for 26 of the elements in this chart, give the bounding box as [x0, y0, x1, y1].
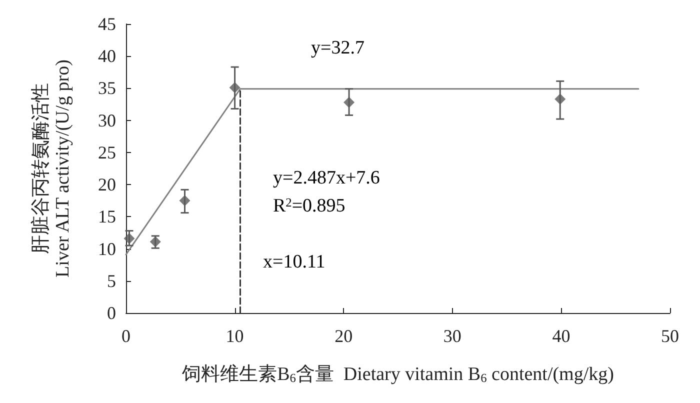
y-tick-label: 10: [98, 238, 116, 259]
x-tick-label: 20: [334, 326, 353, 346]
x-tick-label: 50: [661, 326, 679, 346]
x-axis-title: 饲料维生素B6含量 Dietary vitamin B6 content/(mg/kg): [181, 363, 614, 385]
y-tick-label: 25: [98, 142, 116, 162]
y-tick-label: 20: [98, 174, 116, 195]
y-tick-label: 40: [98, 46, 116, 66]
point: [179, 195, 190, 206]
y-tick-label: 35: [98, 78, 116, 98]
point: [229, 82, 240, 94]
y-tick-label: 0: [107, 303, 116, 323]
y-tick-label: 15: [98, 206, 116, 227]
annotation: y=2.487x+7.6: [273, 168, 380, 188]
y-axis-title: 肝脏谷丙转氨酶活性 Liver ALT activity/(U/g pro): [30, 60, 74, 278]
y-tick-label: 5: [107, 270, 116, 291]
x-tick-label: 10: [226, 326, 244, 346]
y-tick-label: 30: [98, 110, 116, 130]
x-tick-label: 40: [552, 326, 570, 346]
annotation: x=10.11: [263, 252, 326, 272]
annotation: y=32.7: [311, 38, 364, 58]
y-tick-label: 45: [98, 14, 116, 34]
point: [554, 94, 566, 105]
x-tick-label: 30: [443, 326, 462, 346]
point: [124, 233, 135, 244]
point: [344, 96, 355, 108]
x-tick-label: 0: [122, 326, 130, 346]
